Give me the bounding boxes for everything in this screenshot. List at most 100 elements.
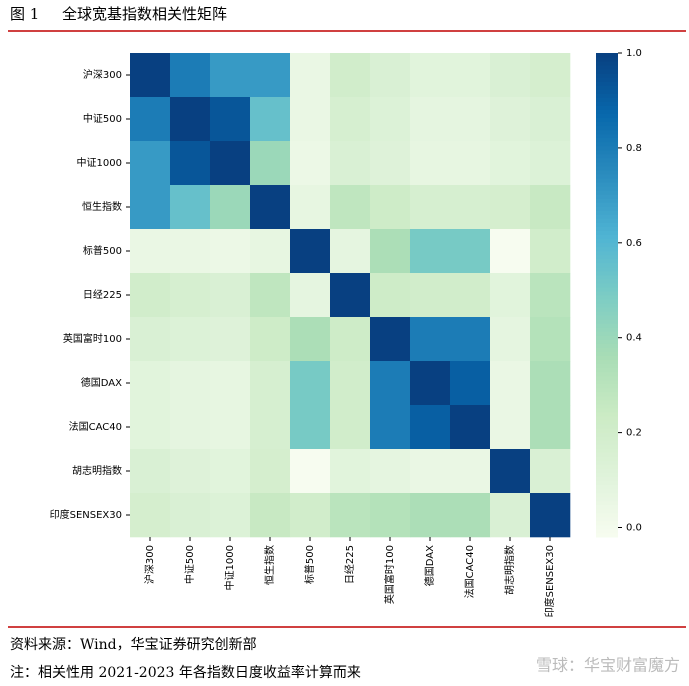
colorbar-segment: [596, 520, 618, 526]
colorbar-segment: [596, 411, 618, 417]
heatmap-cell: [410, 53, 451, 98]
heatmap-cell: [170, 229, 211, 274]
colorbar-segment: [596, 145, 618, 151]
heatmap-cell: [130, 97, 171, 142]
heatmap-cell: [170, 317, 211, 362]
heatmap-cell: [370, 449, 411, 494]
colorbar-segment: [596, 157, 618, 163]
heatmap-cell: [250, 185, 291, 230]
colorbar-segment: [596, 436, 618, 441]
colorbar-segment: [596, 432, 618, 437]
heatmap-cell: [410, 273, 451, 318]
y-tick-label: 德国DAX: [81, 376, 122, 389]
heatmap-cell: [170, 97, 211, 142]
heatmap-cell: [490, 317, 531, 362]
x-tick-label: 日经225: [343, 545, 356, 584]
heatmap-cell: [330, 273, 371, 318]
heatmap-cell: [450, 97, 491, 142]
heatmap-cell: [250, 97, 291, 142]
heatmap-cell: [250, 405, 291, 450]
colorbar-segment: [596, 286, 618, 292]
colorbar-segment: [596, 73, 618, 78]
heatmap-cell: [170, 493, 211, 538]
colorbar-segment: [596, 226, 618, 231]
heatmap-cell: [450, 141, 491, 186]
heatmap-cell: [330, 493, 371, 538]
colorbar-segment: [596, 416, 618, 421]
heatmap-cell: [450, 449, 491, 494]
heatmap-cell: [450, 273, 491, 318]
heatmap-cell: [250, 361, 291, 406]
colorbar-segment: [596, 500, 618, 506]
heatmap-cell: [250, 53, 291, 98]
colorbar-segment: [596, 399, 618, 405]
heatmap-cell: [530, 53, 571, 98]
colorbar-segment: [596, 206, 618, 211]
colorbar-segment: [596, 403, 618, 409]
colorbar-segment: [596, 190, 618, 195]
heatmap-cell: [250, 449, 291, 494]
x-tick-label: 中证1000: [223, 545, 236, 590]
colorbar-segment: [596, 258, 618, 264]
colorbar-segment: [596, 395, 618, 401]
heatmap-cell: [210, 185, 251, 230]
heatmap-cell: [490, 361, 531, 406]
y-tick-label: 中证500: [83, 112, 122, 125]
heatmap-cell: [530, 185, 571, 230]
heatmap-cell: [130, 53, 171, 98]
heatmap-cell: [210, 493, 251, 538]
colorbar-segment: [596, 528, 618, 534]
heatmap-cell: [130, 185, 171, 230]
colorbar-segment: [596, 113, 618, 119]
colorbar-segment: [596, 266, 618, 272]
heatmap-cell: [210, 317, 251, 362]
heatmap-cell: [530, 273, 571, 318]
heatmap-cell: [170, 449, 211, 494]
x-tick-label: 沪深300: [143, 545, 156, 584]
colorbar-segment: [596, 109, 618, 114]
heatmap-cell: [450, 405, 491, 450]
heatmap-cell: [330, 141, 371, 186]
colorbar-segment: [596, 424, 618, 429]
heatmap-cell: [210, 361, 251, 406]
colorbar-segment: [596, 141, 618, 147]
heatmap-cell: [530, 361, 571, 406]
heatmap-cell: [290, 361, 331, 406]
heatmap-cell: [410, 361, 451, 406]
colorbar-segment: [596, 234, 618, 240]
colorbar-segment: [596, 460, 618, 465]
heatmap-cell: [410, 493, 451, 538]
heatmap-cell: [290, 493, 331, 538]
x-tick-label: 胡志明指数: [503, 545, 516, 595]
heatmap-cell: [290, 53, 331, 98]
y-tick-label: 标普500: [83, 244, 122, 257]
heatmap-cell: [410, 229, 451, 274]
colorbar-segment: [596, 85, 618, 90]
y-tick-label: 胡志明指数: [72, 464, 122, 477]
heatmap-cell: [130, 405, 171, 450]
colorbar-segment: [596, 476, 618, 482]
heatmap-cell: [330, 97, 371, 142]
source: 资料来源：Wind，华宝证券研究创新部: [10, 637, 257, 653]
colorbar-segment: [596, 379, 618, 385]
colorbar-segment: [596, 210, 618, 215]
heatmap-cell: [170, 273, 211, 318]
heatmap-cell: [530, 449, 571, 494]
heatmap-cell: [530, 97, 571, 142]
heatmap-cell: [370, 97, 411, 142]
colorbar-segment: [596, 295, 618, 300]
heatmap-cell: [530, 141, 571, 186]
colorbar-segment: [596, 153, 618, 159]
heatmap-cell: [250, 493, 291, 538]
colorbar-segment: [596, 270, 618, 276]
colorbar-segment: [596, 456, 618, 461]
colorbar-segment: [596, 242, 618, 248]
colorbar-segment: [596, 307, 618, 312]
colorbar-segment: [596, 290, 618, 296]
colorbar-tick-label: 0.2: [626, 428, 642, 439]
heatmap-cell: [450, 229, 491, 274]
heatmap-cell: [250, 229, 291, 274]
colorbar-segment: [596, 186, 618, 191]
colorbar-segment: [596, 105, 618, 110]
heatmap-cell: [290, 141, 331, 186]
